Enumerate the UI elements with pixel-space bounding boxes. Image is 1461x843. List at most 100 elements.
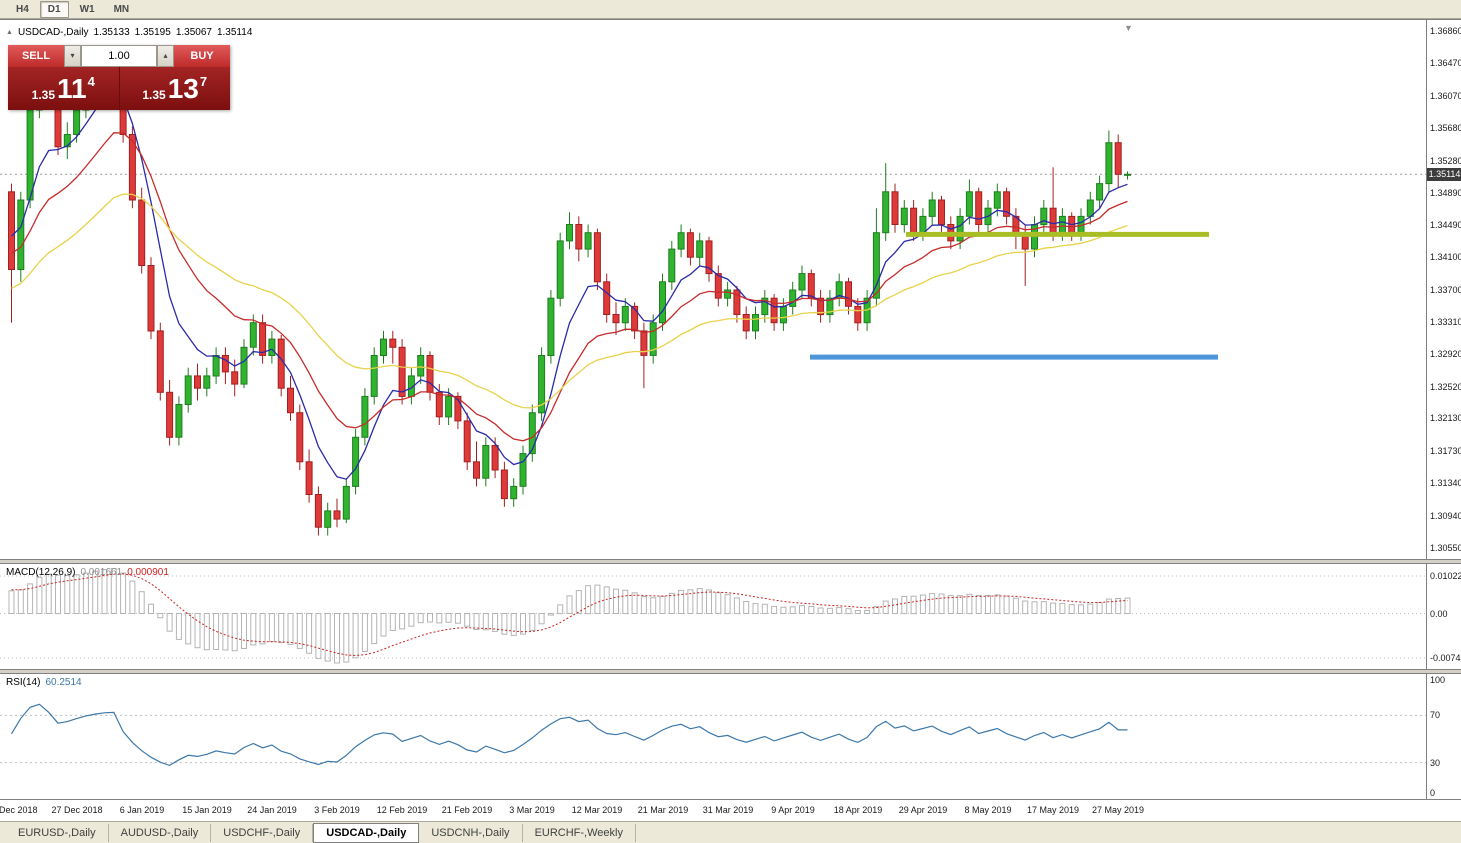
date-axis-label: 18 Apr 2019 [833, 805, 883, 815]
price-axis-label: 1.34490 [1430, 220, 1461, 230]
rsi-line [10, 703, 1128, 767]
rsi-axis-label: 100 [1430, 675, 1446, 685]
date-axis-label: 9 Apr 2019 [771, 805, 815, 815]
macd-panel: MACD(12,26,9) 0.001661 0.000901 [0, 564, 1426, 669]
price-axis-label: 1.34100 [1430, 252, 1461, 262]
macd-axis-label: 0.00 [1430, 609, 1448, 619]
rsi-axis-label: 70 [1430, 710, 1441, 720]
chart-symbol: USDCAD-,Daily [17, 27, 89, 38]
macd-axis-label: -0.00747 [1430, 653, 1461, 663]
timeframe-toolbar: H4 D1 W1 MN [0, 0, 1461, 19]
tab-eurusd-daily[interactable]: EURUSD-,Daily [6, 823, 109, 842]
price-axis-label: 1.32520 [1430, 382, 1461, 392]
price-axis-label: 1.35280 [1430, 156, 1461, 166]
ohlc-low: 1.35067 [175, 27, 212, 38]
price-axis-label: 1.30550 [1430, 543, 1461, 553]
chart-title: ▲ USDCAD-,Daily 1.35133 1.35195 1.35067 1.351… [6, 27, 257, 38]
ma-line-fast [11, 84, 1128, 480]
date-axis-label: 12 Mar 2019 [571, 805, 623, 815]
date-axis-label: 24 Jan 2019 [247, 805, 297, 815]
rsi-axis-label: 0 [1430, 788, 1436, 798]
macd-signal-value: 0.000901 [127, 567, 169, 578]
one-click-trading-panel: SELL ▾ ▴ BUY 1.35 11 4 1.35 13 7 [8, 45, 230, 110]
date-axis-label: 12 Feb 2019 [376, 805, 428, 815]
main-chart-canvas[interactable] [0, 20, 1426, 560]
main-chart-panel: ▲ USDCAD-,Daily 1.35133 1.35195 1.35067 1.351… [0, 19, 1426, 559]
price-axis-label: 1.33700 [1430, 285, 1461, 295]
date-axis-label: 17 May 2019 [1026, 805, 1080, 815]
rsi-value: 60.2514 [45, 677, 82, 688]
chart-shift-icon: ▼ [1124, 23, 1133, 33]
timeframe-button-h4[interactable]: H4 [16, 3, 29, 15]
panel-resize-handle[interactable] [0, 559, 1461, 564]
rsi-label: RSI(14) 60.2514 [6, 677, 87, 688]
panel-resize-handle[interactable] [0, 669, 1461, 674]
date-axis-label: 3 Feb 2019 [314, 805, 360, 815]
sell-button[interactable]: SELL [8, 45, 64, 67]
ma-line-slow [11, 193, 1128, 409]
price-axis[interactable]: 1.35114 1.36860 1.36470 1.36070 1.35680 1.35… [1426, 19, 1461, 559]
macd-label: MACD(12,26,9) 0.001661 0.000901 [6, 567, 174, 578]
price-axis-label: 1.35680 [1430, 123, 1461, 133]
chart-tab-bar: EURUSD-,Daily AUDUSD-,Daily USDCHF-,Daily U… [0, 821, 1461, 843]
date-axis-label: 31 Mar 2019 [702, 805, 754, 815]
rsi-axis-label: 30 [1430, 758, 1441, 768]
date-axis-label: 21 Mar 2019 [637, 805, 689, 815]
volume-increase-button[interactable]: ▴ [157, 45, 174, 67]
price-axis-label: 1.31340 [1430, 478, 1461, 488]
timeframe-button-d1[interactable]: D1 [39, 0, 69, 18]
price-axis-label: 1.33310 [1430, 317, 1461, 327]
date-axis-label: 18 Dec 2018 [0, 805, 38, 815]
date-axis-label: 15 Jan 2019 [182, 805, 232, 815]
sell-price-big: 11 [57, 72, 87, 104]
date-axis-label: 29 Apr 2019 [898, 805, 948, 815]
date-axis-label: 27 May 2019 [1091, 805, 1145, 815]
macd-main-value: 0.001661 [80, 567, 123, 578]
macd-axis[interactable]: 0.01022 0.00 -0.00747 [1426, 564, 1461, 669]
buy-price-sup: 7 [199, 74, 208, 89]
macd-name: MACD(12,26,9) [6, 567, 76, 578]
candlestick-series [8, 46, 1131, 536]
buy-quote-button[interactable]: 1.35 13 7 [120, 67, 231, 110]
price-axis-label: 1.36470 [1430, 58, 1461, 68]
timeframe-button-w1[interactable]: W1 [79, 3, 95, 15]
date-axis-label: 6 Jan 2019 [119, 805, 165, 815]
price-axis-label: 1.34890 [1430, 188, 1461, 198]
buy-price-big: 13 [167, 72, 199, 104]
ohlc-close: 1.35114 [216, 27, 253, 38]
sell-price-sup: 4 [87, 74, 95, 89]
price-axis-label: 1.31730 [1430, 446, 1461, 456]
tab-usdchf-daily[interactable]: USDCHF-,Daily [211, 823, 314, 842]
current-price-tag: 1.35114 [1427, 168, 1461, 181]
date-axis-label: 8 May 2019 [964, 805, 1012, 815]
tab-usdcad-daily[interactable]: USDCAD-,Daily [313, 822, 420, 843]
tab-audusd-daily[interactable]: AUDUSD-,Daily [109, 823, 212, 842]
macd-signal-line [11, 573, 1128, 657]
price-axis-label: 1.30940 [1430, 511, 1461, 521]
price-axis-label: 1.32130 [1430, 413, 1461, 423]
macd-histogram [8, 568, 1131, 664]
date-axis-label: 27 Dec 2018 [51, 805, 103, 815]
macd-axis-label: 0.01022 [1430, 571, 1461, 581]
macd-canvas[interactable] [0, 564, 1426, 669]
volume-input[interactable] [81, 45, 157, 67]
rsi-canvas[interactable] [0, 674, 1426, 799]
date-axis[interactable]: 18 Dec 2018 27 Dec 2018 6 Jan 2019 15 Jan 2… [0, 799, 1461, 821]
ohlc-open: 1.35133 [93, 27, 130, 38]
symbol-marker-icon: ▲ [6, 29, 13, 36]
rsi-panel: RSI(14) 60.2514 [0, 674, 1426, 799]
timeframe-button-mn[interactable]: MN [113, 3, 130, 15]
price-axis-label: 1.36070 [1430, 91, 1461, 101]
buy-button[interactable]: BUY [174, 45, 230, 67]
price-axis-label: 1.32920 [1430, 349, 1461, 359]
sell-quote-button[interactable]: 1.35 11 4 [8, 67, 120, 110]
rsi-axis[interactable]: 100 70 30 0 [1426, 674, 1461, 799]
sell-price-prefix: 1.35 [31, 87, 55, 102]
tab-eurchf-weekly[interactable]: EURCHF-,Weekly [523, 823, 636, 842]
rsi-name: RSI(14) [6, 677, 41, 688]
volume-decrease-button[interactable]: ▾ [64, 45, 81, 67]
buy-price-prefix: 1.35 [142, 87, 166, 102]
date-axis-label: 3 Mar 2019 [509, 805, 555, 815]
ma-line-medium [11, 132, 1128, 442]
tab-usdcnh-daily[interactable]: USDCNH-,Daily [419, 823, 523, 842]
